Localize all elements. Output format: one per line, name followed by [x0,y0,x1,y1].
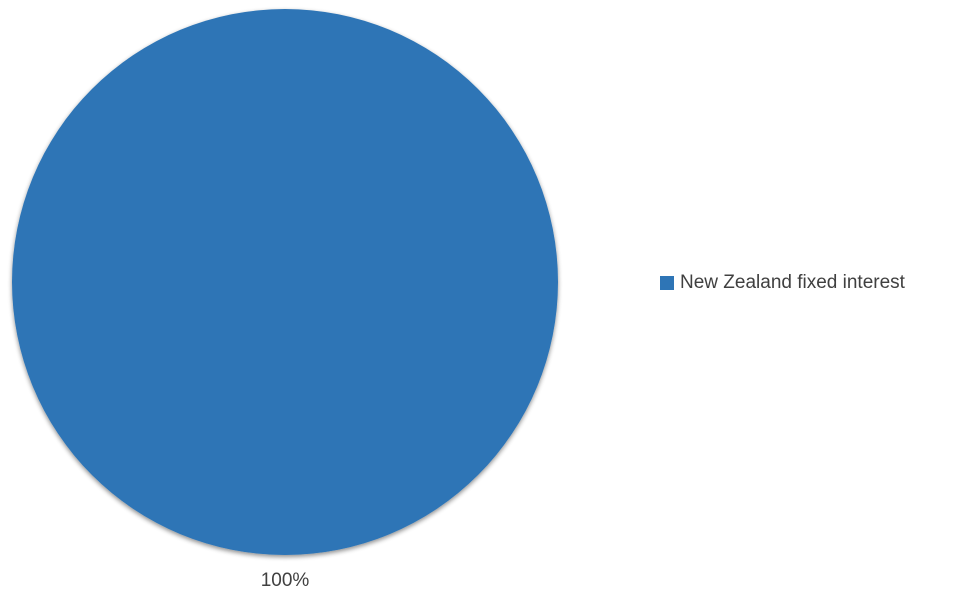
legend: New Zealand fixed interest [660,272,905,294]
pie-slices [12,9,558,555]
pie-data-labels: 100% [261,570,310,591]
pie-slice [12,9,558,555]
legend-label: New Zealand fixed interest [680,272,905,293]
pie-data-label: 100% [261,570,310,591]
legend-swatch [660,276,674,290]
